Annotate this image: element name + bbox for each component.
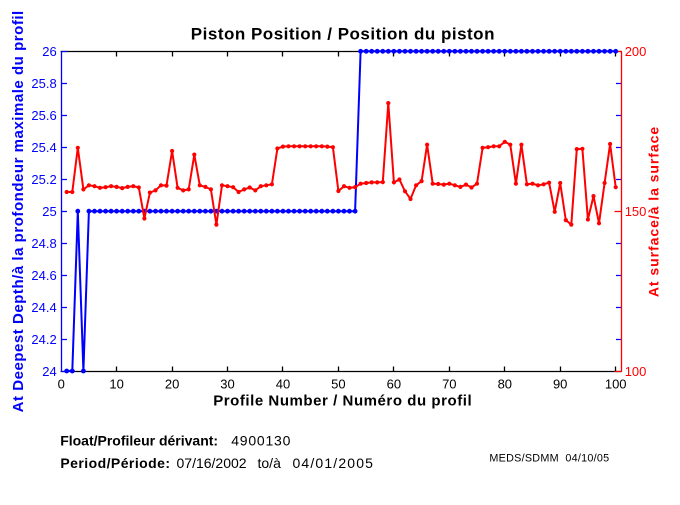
svg-text:200: 200 (625, 44, 647, 59)
svg-text:04/01/2005: 04/01/2005 (293, 455, 375, 471)
svg-text:24.4: 24.4 (31, 300, 56, 315)
svg-text:150: 150 (625, 204, 647, 219)
svg-text:40: 40 (276, 377, 290, 392)
svg-text:80: 80 (498, 377, 512, 392)
svg-text:100: 100 (625, 364, 647, 379)
svg-text:At Deepest Depth/à la profonde: At Deepest Depth/à la profondeur maximal… (10, 10, 27, 412)
svg-text:90: 90 (553, 377, 567, 392)
svg-text:25.2: 25.2 (31, 172, 56, 187)
svg-text:24: 24 (42, 364, 56, 379)
svg-text:24.6: 24.6 (31, 268, 56, 283)
svg-text:26: 26 (42, 44, 56, 59)
svg-text:07/16/2002: 07/16/2002 (177, 455, 247, 471)
svg-text:Period/Période:: Period/Période: (60, 455, 170, 471)
svg-text:At surface/à la surface: At surface/à la surface (645, 126, 661, 297)
svg-text:Profile Number / Numéro du pro: Profile Number / Numéro du profil (213, 393, 472, 410)
svg-text:24.8: 24.8 (31, 236, 56, 251)
svg-text:Float/Profileur dérivant:: Float/Profileur dérivant: (60, 432, 218, 448)
svg-text:20: 20 (165, 377, 179, 392)
svg-text:25.4: 25.4 (31, 140, 56, 155)
svg-text:25.8: 25.8 (31, 76, 56, 91)
svg-text:24.2: 24.2 (31, 332, 56, 347)
svg-text:100: 100 (605, 377, 627, 392)
svg-text:10: 10 (109, 377, 123, 392)
svg-text:4900130: 4900130 (231, 432, 291, 448)
svg-text:25.6: 25.6 (31, 108, 56, 123)
svg-text:30: 30 (220, 377, 234, 392)
svg-text:25: 25 (42, 204, 56, 219)
svg-text:to/à: to/à (258, 455, 282, 471)
svg-text:Piston Position / Position du: Piston Position / Position du piston (191, 24, 495, 43)
svg-text:0: 0 (58, 377, 65, 392)
svg-text:70: 70 (442, 377, 456, 392)
svg-text:50: 50 (331, 377, 345, 392)
svg-text:MEDS/SDMM 04/10/05: MEDS/SDMM 04/10/05 (489, 453, 609, 465)
svg-text:60: 60 (387, 377, 401, 392)
